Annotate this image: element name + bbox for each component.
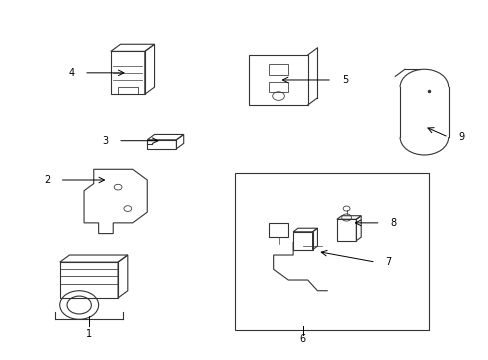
Text: 9: 9 [458, 132, 464, 142]
Bar [234, 173, 428, 330]
Text: 7: 7 [385, 257, 391, 267]
Bar [268, 82, 287, 93]
Text: 6: 6 [299, 334, 305, 344]
Text: 3: 3 [102, 136, 108, 146]
Text: 2: 2 [43, 175, 50, 185]
Text: 4: 4 [68, 68, 74, 78]
Text: 8: 8 [389, 218, 396, 228]
Text: 1: 1 [86, 329, 92, 339]
Bar [268, 64, 287, 75]
Text: 5: 5 [341, 75, 347, 85]
